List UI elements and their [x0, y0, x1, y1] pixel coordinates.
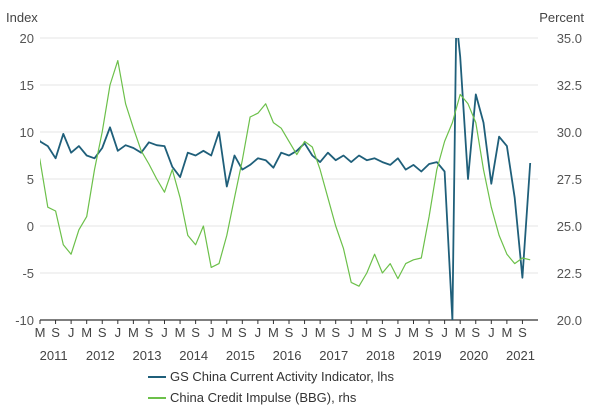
- x-month-tick-label: J: [348, 325, 355, 340]
- y-right-tick-label: 25.0: [557, 219, 582, 234]
- x-month-tick-label: S: [425, 325, 434, 340]
- y-left-tick-label: 15: [20, 78, 34, 93]
- x-month-tick-label: M: [35, 325, 46, 340]
- x-month-tick-label: J: [301, 325, 308, 340]
- y-right-tick-label: 22.5: [557, 266, 582, 281]
- legend-item-credit: China Credit Impulse (BBG), rhs: [148, 387, 394, 408]
- y-axis-right-label: Percent: [539, 10, 584, 25]
- x-year-label: 2020: [459, 348, 488, 363]
- x-month-tick-label: M: [128, 325, 139, 340]
- y-right-tick-label: 27.5: [557, 172, 582, 187]
- x-month-tick-label: J: [255, 325, 262, 340]
- y-left-tick-label: -5: [22, 266, 34, 281]
- x-year-label: 2016: [273, 348, 302, 363]
- gridlines: [40, 37, 538, 274]
- x-year-label: 2019: [413, 348, 442, 363]
- x-month-tick-label: M: [408, 325, 419, 340]
- x-month-tick-label: S: [145, 325, 154, 340]
- x-month-tick-label: M: [501, 325, 512, 340]
- x-month-tick-label: J: [488, 325, 495, 340]
- x-month-tick-label: S: [98, 325, 107, 340]
- legend-item-activity: GS China Current Activity Indicator, lhs: [148, 366, 394, 387]
- y-axis-left-label: Index: [6, 10, 38, 25]
- series-lines: [40, 38, 532, 320]
- x-month-tick-label: S: [51, 325, 60, 340]
- x-month-tick-label: M: [221, 325, 232, 340]
- x-month-tick-label: J: [161, 325, 168, 340]
- x-month-tick-label: J: [115, 325, 122, 340]
- x-month-tick-label: S: [471, 325, 480, 340]
- x-year-label: 2018: [366, 348, 395, 363]
- x-year-label: 2012: [86, 348, 115, 363]
- x-month-tick-label: S: [238, 325, 247, 340]
- y-left-tick-label: 10: [20, 125, 34, 140]
- x-month-tick-label: J: [208, 325, 215, 340]
- x-year-label: 2017: [319, 348, 348, 363]
- x-month-tick-label: J: [441, 325, 448, 340]
- y-left-tick-label: 5: [27, 172, 34, 187]
- legend-label-activity: GS China Current Activity Indicator, lhs: [170, 369, 394, 384]
- x-month-tick-label: M: [315, 325, 326, 340]
- x-month-tick-label: M: [455, 325, 466, 340]
- legend-swatch-credit: [148, 396, 166, 399]
- series-line-activity: [40, 38, 532, 320]
- y-right-tick-label: 30.0: [557, 125, 582, 140]
- y-right-tick-label: 35.0: [557, 31, 582, 46]
- x-year-label: 2011: [40, 348, 68, 363]
- x-month-tick-label: M: [361, 325, 372, 340]
- y-left-tick-label: -10: [15, 313, 34, 328]
- x-month-tick-label: J: [68, 325, 75, 340]
- legend-label-credit: China Credit Impulse (BBG), rhs: [170, 390, 357, 405]
- x-month-tick-label: S: [191, 325, 200, 340]
- y-right-tick-label: 20.0: [557, 313, 582, 328]
- axes: -10 20.0 -5 22.5 0 25.0 5 27.5 10 30.0 15 32.5 20 35.…: [15, 31, 582, 363]
- x-month-tick-label: M: [175, 325, 186, 340]
- x-month-tick-label: S: [518, 325, 527, 340]
- x-year-label: 2015: [226, 348, 255, 363]
- series-line-credit: [40, 59, 531, 287]
- y-right-tick-label: 32.5: [557, 78, 582, 93]
- legend: GS China Current Activity Indicator, lhs…: [148, 366, 394, 408]
- x-month-tick-label: M: [268, 325, 279, 340]
- legend-swatch-activity: [148, 375, 166, 378]
- x-month-tick-label: S: [331, 325, 340, 340]
- x-month-tick-label: J: [395, 325, 402, 340]
- x-month-tick-label: S: [378, 325, 387, 340]
- x-month-tick-label: S: [285, 325, 294, 340]
- y-left-tick-label: 0: [27, 219, 34, 234]
- x-year-label: 2013: [133, 348, 162, 363]
- x-month-tick-label: M: [81, 325, 92, 340]
- x-year-label: 2021: [506, 348, 535, 363]
- y-left-tick-label: 20: [20, 31, 34, 46]
- x-year-label: 2014: [179, 348, 208, 363]
